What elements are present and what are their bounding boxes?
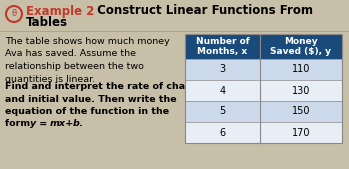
Text: 150: 150 [292,106,310,116]
Text: Construct Linear Functions From: Construct Linear Functions From [93,5,313,18]
Text: Number of
Months, x: Number of Months, x [196,37,250,56]
Text: 130: 130 [292,86,310,95]
Bar [185,34,342,143]
Text: and initial value. Then write the: and initial value. Then write the [5,94,177,103]
Text: Money
Saved ($), y: Money Saved ($), y [270,37,332,56]
Text: y: y [30,119,36,128]
Text: mx: mx [50,119,66,128]
Text: b: b [73,119,80,128]
Text: 3: 3 [220,65,225,75]
Text: relationship between the two: relationship between the two [5,62,144,71]
Text: 110: 110 [292,65,310,75]
Bar [185,101,342,122]
Text: 5: 5 [220,106,225,116]
Text: 4: 4 [220,86,225,95]
Text: form: form [5,119,34,128]
Text: The table shows how much money: The table shows how much money [5,37,170,46]
Bar [185,59,342,80]
Text: +: + [62,119,76,128]
Bar [185,80,342,101]
Text: quantities is linear.: quantities is linear. [5,75,95,83]
Text: 170: 170 [292,127,310,138]
Bar [185,122,342,143]
Text: Find and interpret the rate of change: Find and interpret the rate of change [5,82,205,91]
Text: θ: θ [12,9,16,18]
Bar [185,34,342,59]
Text: Example 2: Example 2 [26,5,94,18]
Text: .: . [79,119,83,128]
Text: equation of the function in the: equation of the function in the [5,107,169,116]
Text: Tables: Tables [26,16,68,29]
Text: 6: 6 [220,127,225,138]
Text: =: = [36,119,51,128]
Text: Ava has saved. Assume the: Ava has saved. Assume the [5,50,136,58]
